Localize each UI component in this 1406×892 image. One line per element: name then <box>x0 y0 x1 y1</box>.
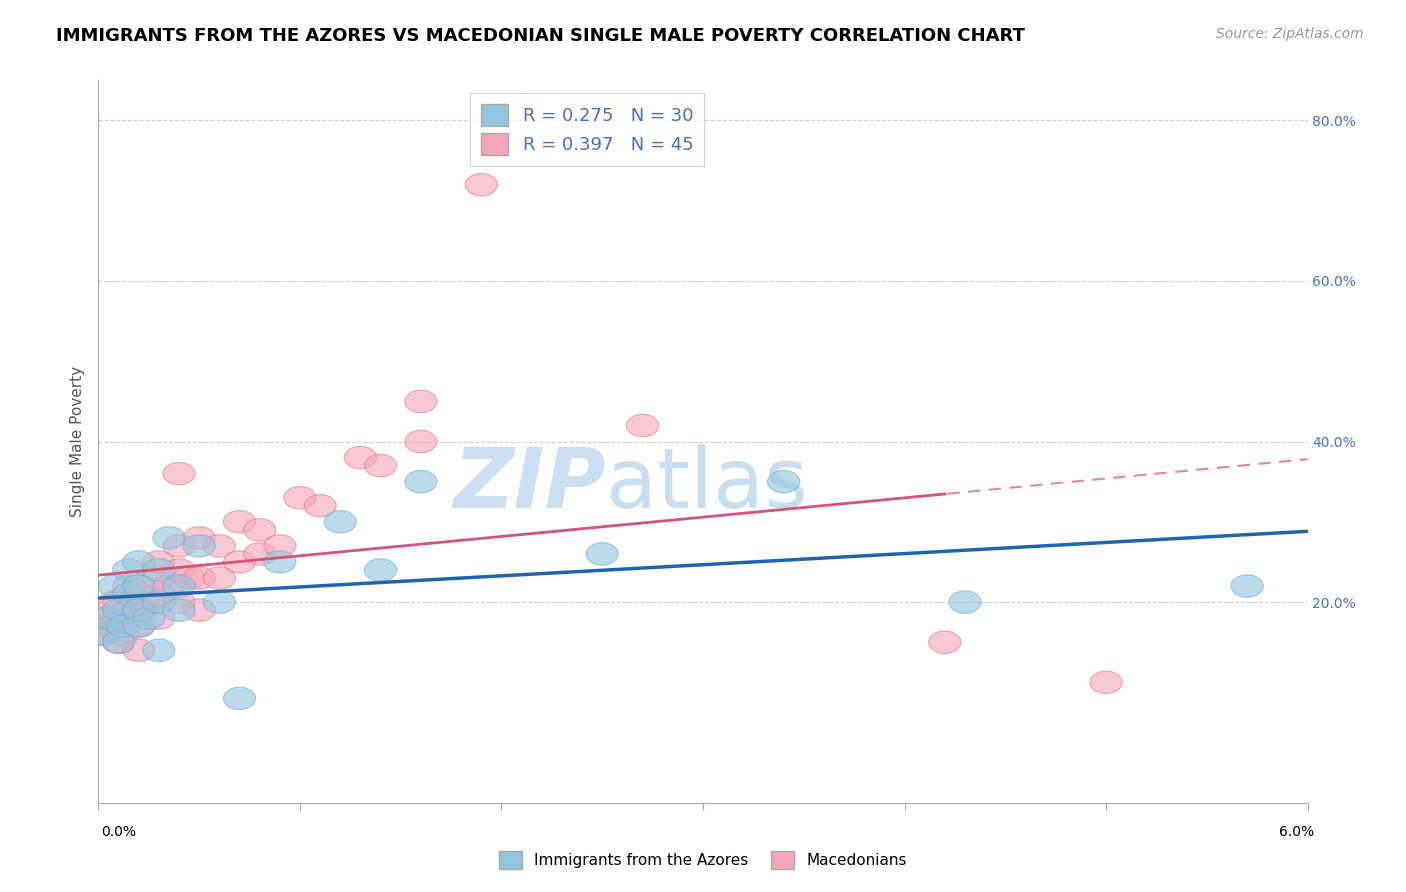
Text: Source: ZipAtlas.com: Source: ZipAtlas.com <box>1216 27 1364 41</box>
Ellipse shape <box>163 558 195 582</box>
Ellipse shape <box>243 518 276 541</box>
Ellipse shape <box>1232 574 1263 598</box>
Ellipse shape <box>112 599 145 622</box>
Ellipse shape <box>86 623 118 646</box>
Text: ZIP: ZIP <box>454 444 606 525</box>
Ellipse shape <box>204 566 235 590</box>
Ellipse shape <box>112 582 145 606</box>
Text: 0.0%: 0.0% <box>101 825 136 839</box>
Ellipse shape <box>122 615 155 638</box>
Ellipse shape <box>405 470 437 493</box>
Ellipse shape <box>344 446 377 469</box>
Ellipse shape <box>143 566 174 590</box>
Ellipse shape <box>143 550 174 574</box>
Ellipse shape <box>173 566 205 590</box>
Ellipse shape <box>163 574 195 598</box>
Ellipse shape <box>122 639 155 662</box>
Ellipse shape <box>586 542 619 566</box>
Ellipse shape <box>112 558 145 582</box>
Ellipse shape <box>122 599 155 622</box>
Ellipse shape <box>122 615 155 638</box>
Ellipse shape <box>204 591 235 614</box>
Y-axis label: Single Male Poverty: Single Male Poverty <box>69 366 84 517</box>
Ellipse shape <box>98 591 131 614</box>
Ellipse shape <box>264 550 295 574</box>
Ellipse shape <box>224 550 256 574</box>
Ellipse shape <box>929 631 960 654</box>
Ellipse shape <box>122 574 155 598</box>
Ellipse shape <box>768 470 800 493</box>
Ellipse shape <box>163 599 195 622</box>
Ellipse shape <box>122 599 155 622</box>
Ellipse shape <box>163 591 195 614</box>
Ellipse shape <box>89 623 121 646</box>
Ellipse shape <box>183 534 215 558</box>
Ellipse shape <box>107 615 139 638</box>
Legend: R = 0.275   N = 30, R = 0.397   N = 45: R = 0.275 N = 30, R = 0.397 N = 45 <box>470 93 704 166</box>
Ellipse shape <box>122 574 155 598</box>
Ellipse shape <box>90 607 122 630</box>
Ellipse shape <box>183 566 215 590</box>
Ellipse shape <box>224 687 256 710</box>
Ellipse shape <box>103 631 135 654</box>
Ellipse shape <box>284 486 316 509</box>
Legend: Immigrants from the Azores, Macedonians: Immigrants from the Azores, Macedonians <box>494 845 912 875</box>
Ellipse shape <box>364 454 396 477</box>
Ellipse shape <box>107 623 139 646</box>
Ellipse shape <box>163 534 195 558</box>
Ellipse shape <box>103 607 135 630</box>
Ellipse shape <box>224 510 256 533</box>
Ellipse shape <box>163 462 195 485</box>
Ellipse shape <box>405 430 437 453</box>
Ellipse shape <box>364 558 396 582</box>
Ellipse shape <box>143 582 174 606</box>
Ellipse shape <box>153 526 186 549</box>
Ellipse shape <box>243 542 276 566</box>
Ellipse shape <box>405 390 437 413</box>
Ellipse shape <box>143 639 174 662</box>
Ellipse shape <box>1090 671 1122 694</box>
Ellipse shape <box>183 599 215 622</box>
Ellipse shape <box>143 558 174 582</box>
Ellipse shape <box>465 173 498 196</box>
Ellipse shape <box>304 494 336 517</box>
Ellipse shape <box>112 574 145 598</box>
Text: 6.0%: 6.0% <box>1279 825 1315 839</box>
Ellipse shape <box>132 607 165 630</box>
Ellipse shape <box>143 607 174 630</box>
Ellipse shape <box>204 534 235 558</box>
Ellipse shape <box>122 550 155 574</box>
Ellipse shape <box>264 534 295 558</box>
Ellipse shape <box>132 591 165 614</box>
Text: atlas: atlas <box>606 444 808 525</box>
Ellipse shape <box>325 510 356 533</box>
Ellipse shape <box>103 591 135 614</box>
Ellipse shape <box>94 615 127 638</box>
Ellipse shape <box>103 631 135 654</box>
Ellipse shape <box>183 526 215 549</box>
Ellipse shape <box>98 574 131 598</box>
Ellipse shape <box>93 607 125 630</box>
Ellipse shape <box>153 574 186 598</box>
Ellipse shape <box>143 591 174 614</box>
Ellipse shape <box>627 414 658 437</box>
Ellipse shape <box>949 591 981 614</box>
Ellipse shape <box>103 599 135 622</box>
Text: IMMIGRANTS FROM THE AZORES VS MACEDONIAN SINGLE MALE POVERTY CORRELATION CHART: IMMIGRANTS FROM THE AZORES VS MACEDONIAN… <box>56 27 1025 45</box>
